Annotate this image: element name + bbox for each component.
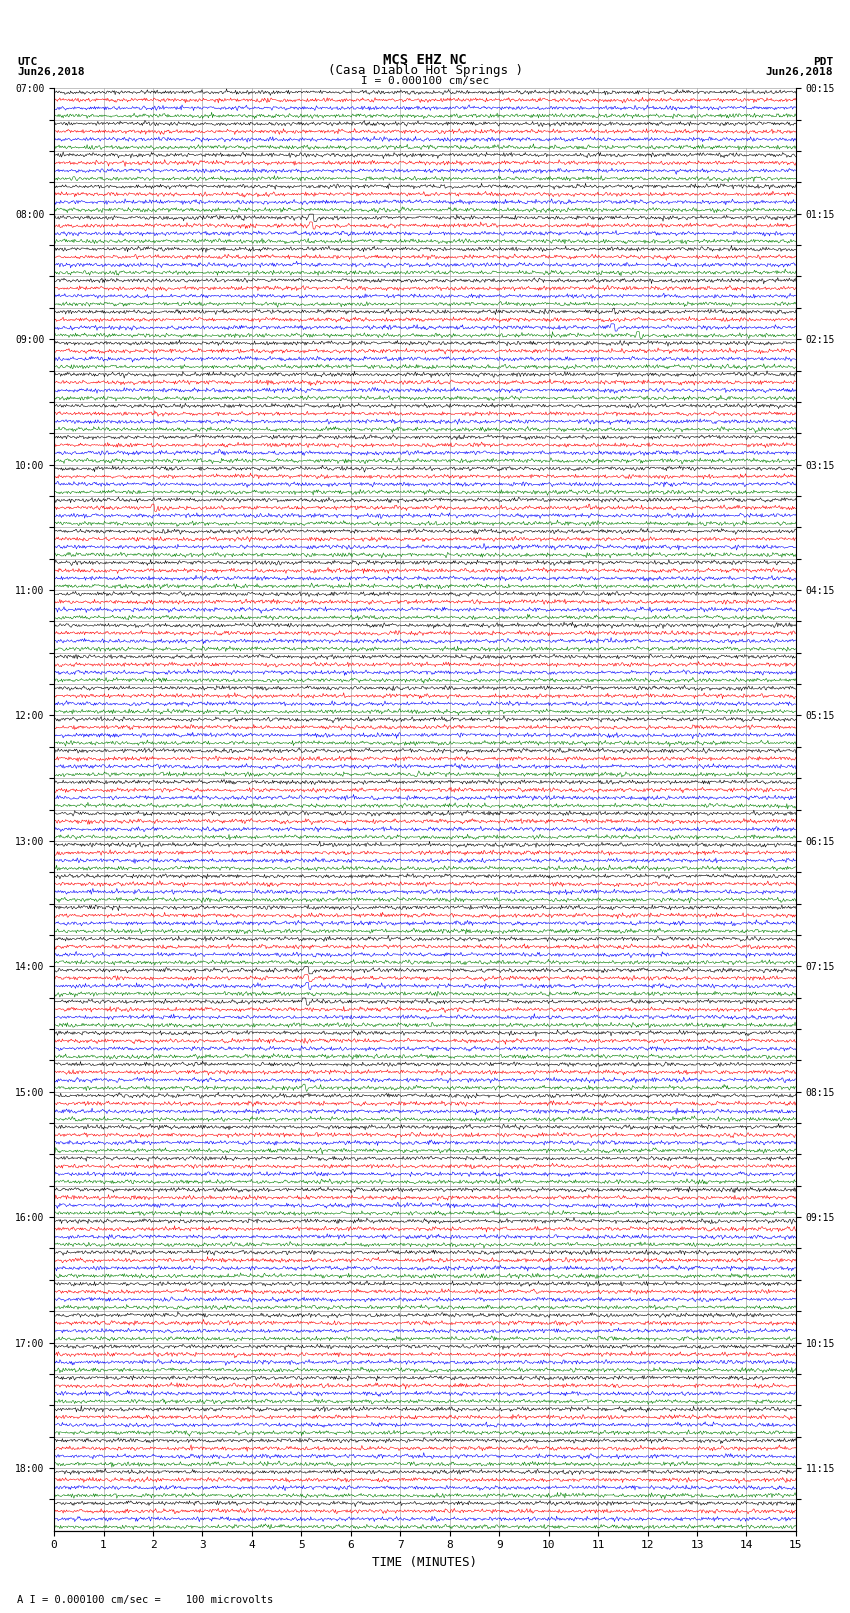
- Text: Jun26,2018: Jun26,2018: [766, 66, 833, 77]
- X-axis label: TIME (MINUTES): TIME (MINUTES): [372, 1557, 478, 1569]
- Text: MCS EHZ NC: MCS EHZ NC: [383, 53, 467, 66]
- Text: (Casa Diablo Hot Springs ): (Casa Diablo Hot Springs ): [327, 63, 523, 77]
- Text: UTC: UTC: [17, 56, 37, 66]
- Text: Jun26,2018: Jun26,2018: [17, 66, 84, 77]
- Text: A I = 0.000100 cm/sec =    100 microvolts: A I = 0.000100 cm/sec = 100 microvolts: [17, 1595, 273, 1605]
- Text: PDT: PDT: [813, 56, 833, 66]
- Text: I = 0.000100 cm/sec: I = 0.000100 cm/sec: [361, 76, 489, 85]
